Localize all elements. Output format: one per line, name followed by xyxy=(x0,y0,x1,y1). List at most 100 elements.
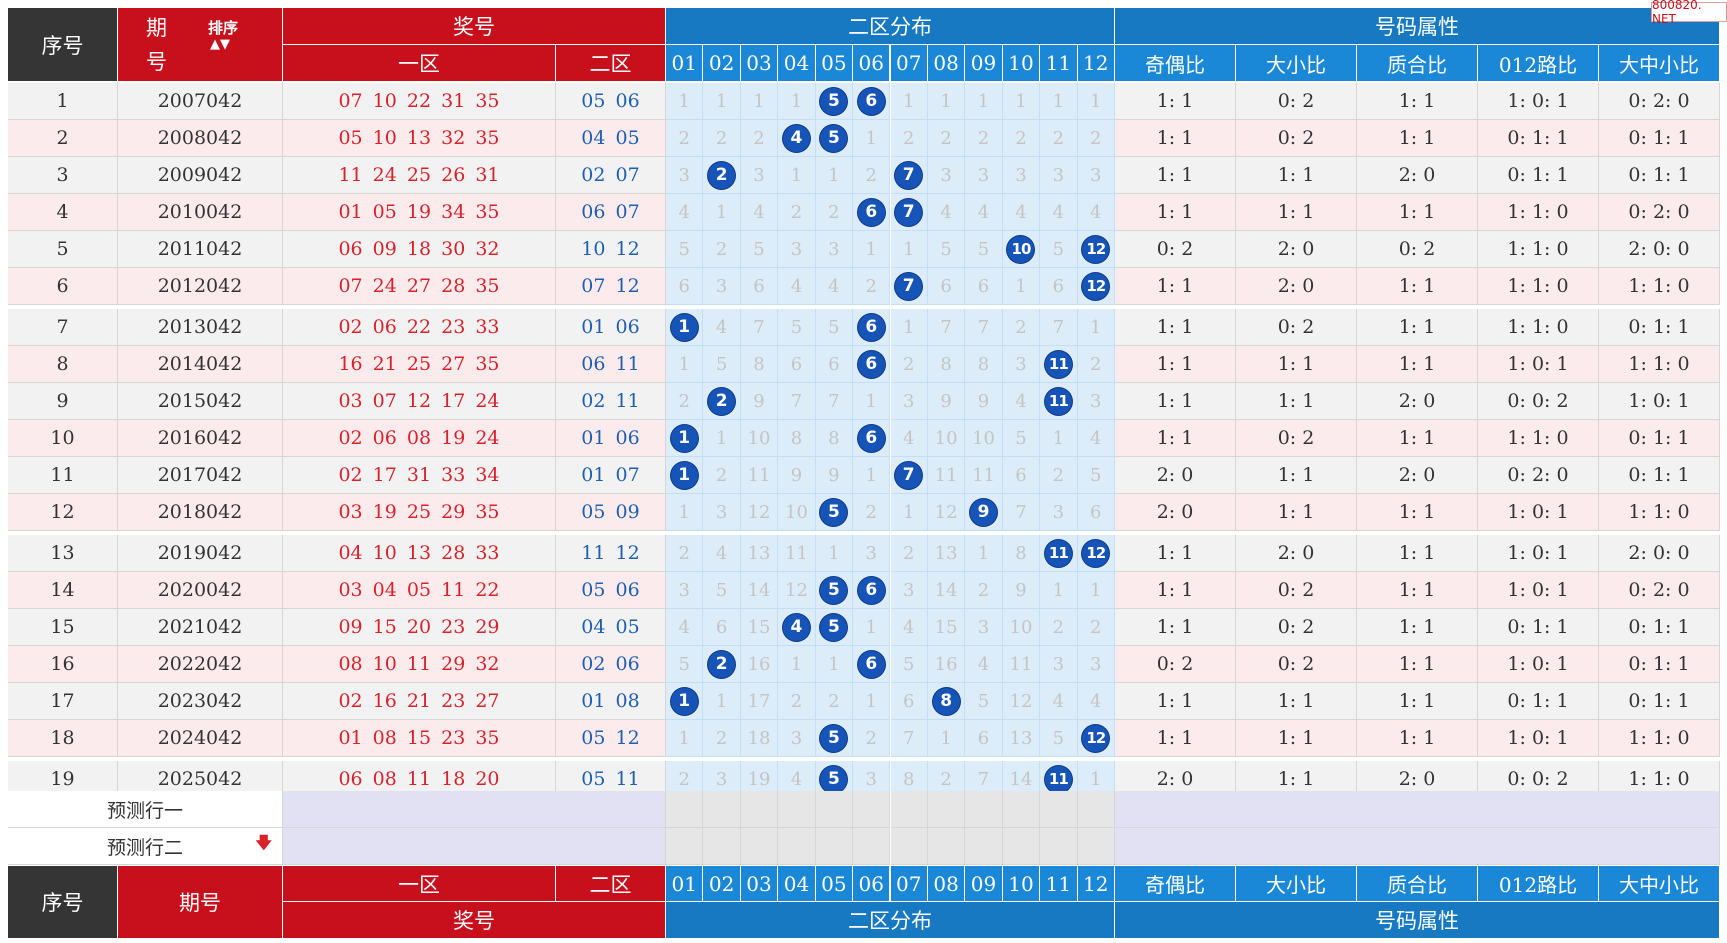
attr-cell: 1: 1 xyxy=(1357,194,1478,231)
predict-dist-cell[interactable] xyxy=(927,828,966,865)
header-period[interactable]: 期号 排序 ▲▼ xyxy=(118,8,283,82)
hit-ball: 4 xyxy=(782,124,810,152)
predict-dist-cell[interactable] xyxy=(1002,828,1041,865)
footer-seq[interactable]: 序号 xyxy=(8,866,118,939)
miss-count: 1 xyxy=(940,727,952,749)
predict-dist-cell[interactable] xyxy=(666,791,704,828)
predict-dist-cell[interactable] xyxy=(815,828,854,865)
predict-dist-cell[interactable] xyxy=(666,828,704,865)
miss-count: 4 xyxy=(790,275,803,297)
footer-attr-3[interactable]: 012路比 xyxy=(1478,866,1599,902)
dist-cell: 11 xyxy=(927,457,966,494)
dist-cell: 2 xyxy=(703,720,741,757)
footer-col-01[interactable]: 01 xyxy=(666,866,704,902)
header-attr-0[interactable]: 奇偶比 xyxy=(1115,45,1236,82)
sort-arrows-icon[interactable]: ▲▼ xyxy=(210,37,230,52)
footer-col-03[interactable]: 03 xyxy=(740,866,779,902)
predict-dist-cell[interactable] xyxy=(890,828,928,865)
footer-period[interactable]: 期号 xyxy=(118,866,283,939)
miss-count: 8 xyxy=(828,427,840,449)
miss-count: 2 xyxy=(1015,316,1027,338)
header-col-03[interactable]: 03 xyxy=(740,45,779,82)
dist-cell: 1 xyxy=(853,120,891,157)
header-col-10[interactable]: 10 xyxy=(1002,45,1041,82)
attr-cell: 1: 1 xyxy=(1115,157,1236,194)
footer-col-11[interactable]: 11 xyxy=(1040,866,1078,902)
header-attr-2[interactable]: 质合比 xyxy=(1357,45,1478,82)
footer-col-08[interactable]: 08 xyxy=(927,866,966,902)
footer-col-10[interactable]: 10 xyxy=(1002,866,1041,902)
miss-count: 6 xyxy=(977,275,990,297)
header-attr-4[interactable]: 大中小比 xyxy=(1599,45,1720,82)
predict-dist-cell[interactable] xyxy=(778,828,816,865)
header-col-08[interactable]: 08 xyxy=(927,45,966,82)
predict-dist-cell[interactable] xyxy=(1040,828,1078,865)
predict-dist-cell[interactable] xyxy=(815,791,854,828)
predict-dist-cell[interactable] xyxy=(1040,791,1078,828)
dist-cell: 4 xyxy=(666,609,704,646)
dist-cell: 8 xyxy=(740,346,779,383)
predict-dist-cell[interactable] xyxy=(927,791,966,828)
predict-dist-cell[interactable] xyxy=(890,791,928,828)
header-col-09[interactable]: 09 xyxy=(965,45,1003,82)
predict-input-area[interactable] xyxy=(283,828,666,865)
header-col-11[interactable]: 11 xyxy=(1040,45,1078,82)
sort-button[interactable]: 排序 xyxy=(208,19,239,37)
attr-cell: 1: 1: 0 xyxy=(1478,309,1599,346)
miss-count: 12 xyxy=(747,501,771,523)
footer-attr-0[interactable]: 奇偶比 xyxy=(1115,866,1236,902)
predict-input-area[interactable] xyxy=(283,791,666,828)
predict-dist-cell[interactable] xyxy=(1077,791,1115,828)
miss-count: 4 xyxy=(977,653,990,675)
predict-dist-cell[interactable] xyxy=(703,791,741,828)
header-col-06[interactable]: 06 xyxy=(853,45,891,82)
miss-count: 1 xyxy=(865,127,877,149)
predict-attr-area[interactable] xyxy=(1115,791,1720,828)
expand-arrow-icon[interactable]: 🡇 xyxy=(255,833,272,852)
footer-attr-4[interactable]: 大中小比 xyxy=(1599,866,1720,902)
footer-attr-2[interactable]: 质合比 xyxy=(1357,866,1478,902)
predict-dist-cell[interactable] xyxy=(1077,828,1115,865)
header-col-12[interactable]: 12 xyxy=(1077,45,1115,82)
predict-dist-cell[interactable] xyxy=(853,791,891,828)
miss-count: 3 xyxy=(715,501,728,523)
predict-dist-cell[interactable] xyxy=(778,791,816,828)
row-period: 2016042 xyxy=(118,420,283,457)
header-col-04[interactable]: 04 xyxy=(778,45,816,82)
footer-col-05[interactable]: 05 xyxy=(815,866,854,902)
predict-attr-area[interactable] xyxy=(1115,828,1720,865)
header-col-01[interactable]: 01 xyxy=(666,45,704,82)
footer-col-06[interactable]: 06 xyxy=(853,866,891,902)
footer-attr-1[interactable]: 大小比 xyxy=(1236,866,1357,902)
miss-count: 6 xyxy=(715,616,728,638)
header-seq[interactable]: 序号 xyxy=(8,8,118,82)
predict-dist-cell[interactable] xyxy=(740,828,779,865)
header-attr-1[interactable]: 大小比 xyxy=(1236,45,1357,82)
dist-cell: 2 xyxy=(890,346,928,383)
miss-count: 9 xyxy=(790,464,803,486)
header-col-02[interactable]: 02 xyxy=(703,45,741,82)
footer-col-04[interactable]: 04 xyxy=(778,866,816,902)
footer-col-09[interactable]: 09 xyxy=(965,866,1003,902)
miss-count: 8 xyxy=(790,427,803,449)
attr-cell: 0: 2: 0 xyxy=(1478,457,1599,494)
attr-cell: 1: 1: 0 xyxy=(1478,231,1599,268)
dist-cell: 12 xyxy=(927,494,966,531)
predict-dist-cell[interactable] xyxy=(740,791,779,828)
header-col-05[interactable]: 05 xyxy=(815,45,854,82)
footer-col-02[interactable]: 02 xyxy=(703,866,741,902)
header-col-07[interactable]: 07 xyxy=(890,45,928,82)
row-seq: 10 xyxy=(8,420,118,457)
predict-dist-cell[interactable] xyxy=(965,791,1003,828)
predict-dist-cell[interactable] xyxy=(1002,791,1041,828)
dist-cell: 5 xyxy=(703,346,741,383)
footer-col-07[interactable]: 07 xyxy=(890,866,928,902)
dist-cell: 4 xyxy=(965,194,1003,231)
miss-count: 5 xyxy=(715,353,728,375)
predict-dist-cell[interactable] xyxy=(853,828,891,865)
footer-col-12[interactable]: 12 xyxy=(1077,866,1115,902)
dist-cell: 13 xyxy=(927,535,966,572)
predict-dist-cell[interactable] xyxy=(703,828,741,865)
header-attr-3[interactable]: 012路比 xyxy=(1478,45,1599,82)
predict-dist-cell[interactable] xyxy=(965,828,1003,865)
